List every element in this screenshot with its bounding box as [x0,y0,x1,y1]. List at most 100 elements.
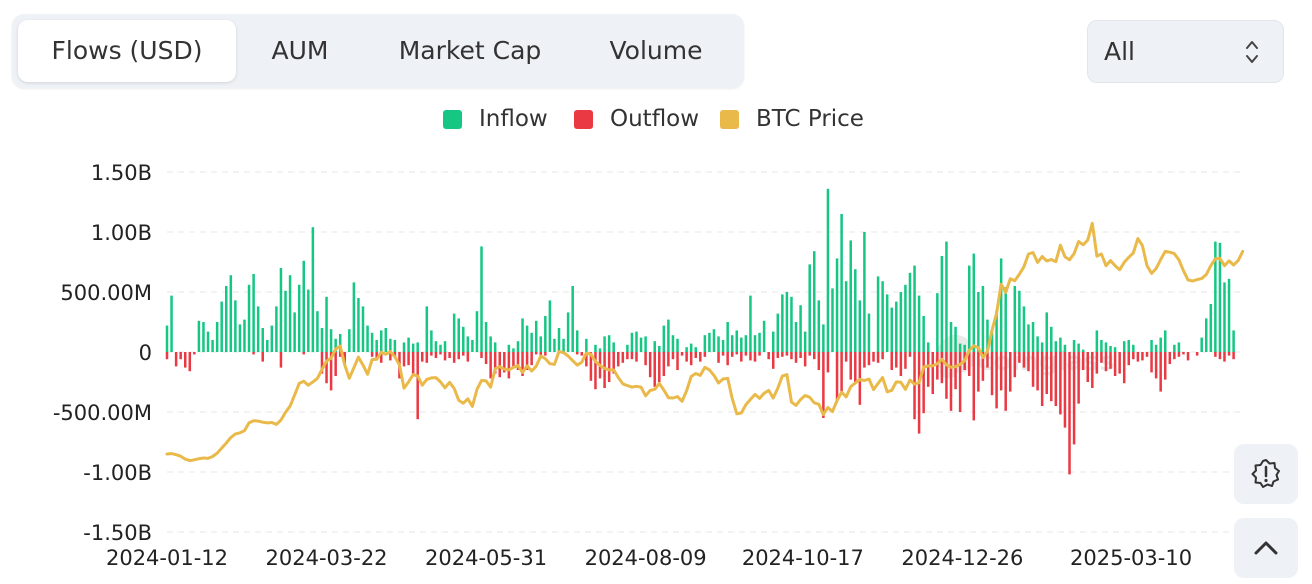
inflow-bar[interactable] [379,330,383,352]
outflow-bar[interactable] [895,352,898,368]
inflow-bar[interactable] [484,322,488,352]
inflow-bar[interactable] [493,342,497,352]
inflow-bar[interactable] [566,312,570,352]
inflow-bar[interactable] [507,344,511,352]
inflow-bar[interactable] [466,336,470,352]
inflow-bar[interactable] [375,340,378,352]
outflow-bar[interactable] [379,352,383,363]
outflow-bar[interactable] [430,352,433,356]
inflow-bar[interactable] [402,342,406,352]
outflow-bar[interactable] [635,352,638,362]
outflow-bar[interactable] [1132,352,1135,360]
inflow-bar[interactable] [256,306,260,352]
inflow-bar[interactable] [917,295,921,352]
inflow-bar[interactable] [803,331,807,352]
outflow-bar[interactable] [174,352,178,367]
inflow-bar[interactable] [329,329,333,352]
outflow-bar[interactable] [443,352,447,361]
inflow-bar[interactable] [895,301,898,352]
inflow-bar[interactable] [338,334,342,352]
inflow-bar[interactable] [334,338,337,352]
outflow-bar[interactable] [794,352,798,363]
inflow-bar[interactable] [443,341,447,352]
inflow-bar[interactable] [626,344,629,352]
inflow-bar[interactable] [1036,336,1039,352]
outflow-bar[interactable] [1223,352,1226,362]
outflow-bar[interactable] [1095,352,1099,374]
outflow-bar[interactable] [434,352,438,358]
inflow-bar[interactable] [890,307,893,352]
inflow-bar[interactable] [247,284,251,352]
inflow-bar[interactable] [986,319,989,352]
outflow-bar[interactable] [653,352,656,387]
inflow-bar[interactable] [721,340,725,352]
outflow-bar[interactable] [1154,352,1158,379]
inflow-bar[interactable] [1022,306,1026,352]
outflow-bar[interactable] [448,352,451,358]
inflow-bar[interactable] [1122,341,1126,352]
outflow-bar[interactable] [1127,352,1131,366]
outflow-bar[interactable] [329,352,333,391]
tab-market-cap[interactable]: Market Cap [398,36,542,65]
outflow-bar[interactable] [890,352,893,370]
inflow-bar[interactable] [771,331,775,352]
inflow-bar[interactable] [972,253,976,352]
inflow-bar[interactable] [261,328,264,352]
inflow-bar[interactable] [366,325,369,352]
outflow-bar[interactable] [411,352,415,374]
outflow-bar[interactable] [416,352,419,420]
inflow-bar[interactable] [635,331,638,352]
outflow-bar[interactable] [849,352,852,380]
inflow-bar[interactable] [439,344,442,352]
outflow-bar[interactable] [844,352,848,362]
outflow-bar[interactable] [1027,352,1030,372]
outflow-bar[interactable] [1059,352,1062,415]
inflow-bar[interactable] [899,292,903,352]
outflow-bar[interactable] [922,352,925,414]
outflow-bar[interactable] [585,352,588,367]
outflow-bar[interactable] [735,352,739,355]
outflow-bar[interactable] [188,352,192,372]
outflow-bar[interactable] [343,352,347,364]
inflow-bar[interactable] [279,268,283,352]
outflow-bar[interactable] [771,352,775,369]
outflow-bar[interactable] [521,352,524,376]
inflow-bar[interactable] [170,295,173,352]
outflow-bar[interactable] [165,352,169,360]
inflow-bar[interactable] [1173,344,1176,352]
outflow-bar[interactable] [699,352,702,362]
outflow-bar[interactable] [1022,352,1026,368]
outflow-bar[interactable] [1214,352,1217,357]
outflow-bar[interactable] [302,352,305,355]
inflow-bar[interactable] [1232,330,1235,352]
inflow-bar[interactable] [712,329,716,352]
inflow-bar[interactable] [781,294,784,352]
inflow-bar[interactable] [571,286,574,352]
inflow-bar[interactable] [202,322,205,352]
inflow-bar[interactable] [416,342,419,352]
inflow-bar[interactable] [1200,337,1203,352]
inflow-bar[interactable] [603,336,606,352]
outflow-bar[interactable] [489,352,492,379]
inflow-bar[interactable] [945,241,948,352]
inflow-bar[interactable] [740,337,743,352]
inflow-bar[interactable] [735,330,739,352]
inflow-bar[interactable] [835,258,839,352]
outflow-bar[interactable] [826,352,830,373]
inflow-bar[interactable] [667,319,670,352]
inflow-bar[interactable] [831,288,834,352]
outflow-bar[interactable] [758,352,761,356]
outflow-bar[interactable] [1150,352,1153,373]
inflow-bar[interactable] [689,343,693,352]
outflow-bar[interactable] [325,352,328,384]
inflow-bar[interactable] [671,335,675,352]
inflow-bar[interactable] [612,342,615,352]
inflow-bar[interactable] [1095,330,1099,352]
inflow-bar[interactable] [639,337,643,352]
inflow-bar[interactable] [685,347,688,352]
inflow-bar[interactable] [215,322,219,352]
inflow-bar[interactable] [653,341,656,352]
outflow-bar[interactable] [516,352,520,370]
outflow-bar[interactable] [1081,352,1085,370]
outflow-bar[interactable] [603,352,606,388]
